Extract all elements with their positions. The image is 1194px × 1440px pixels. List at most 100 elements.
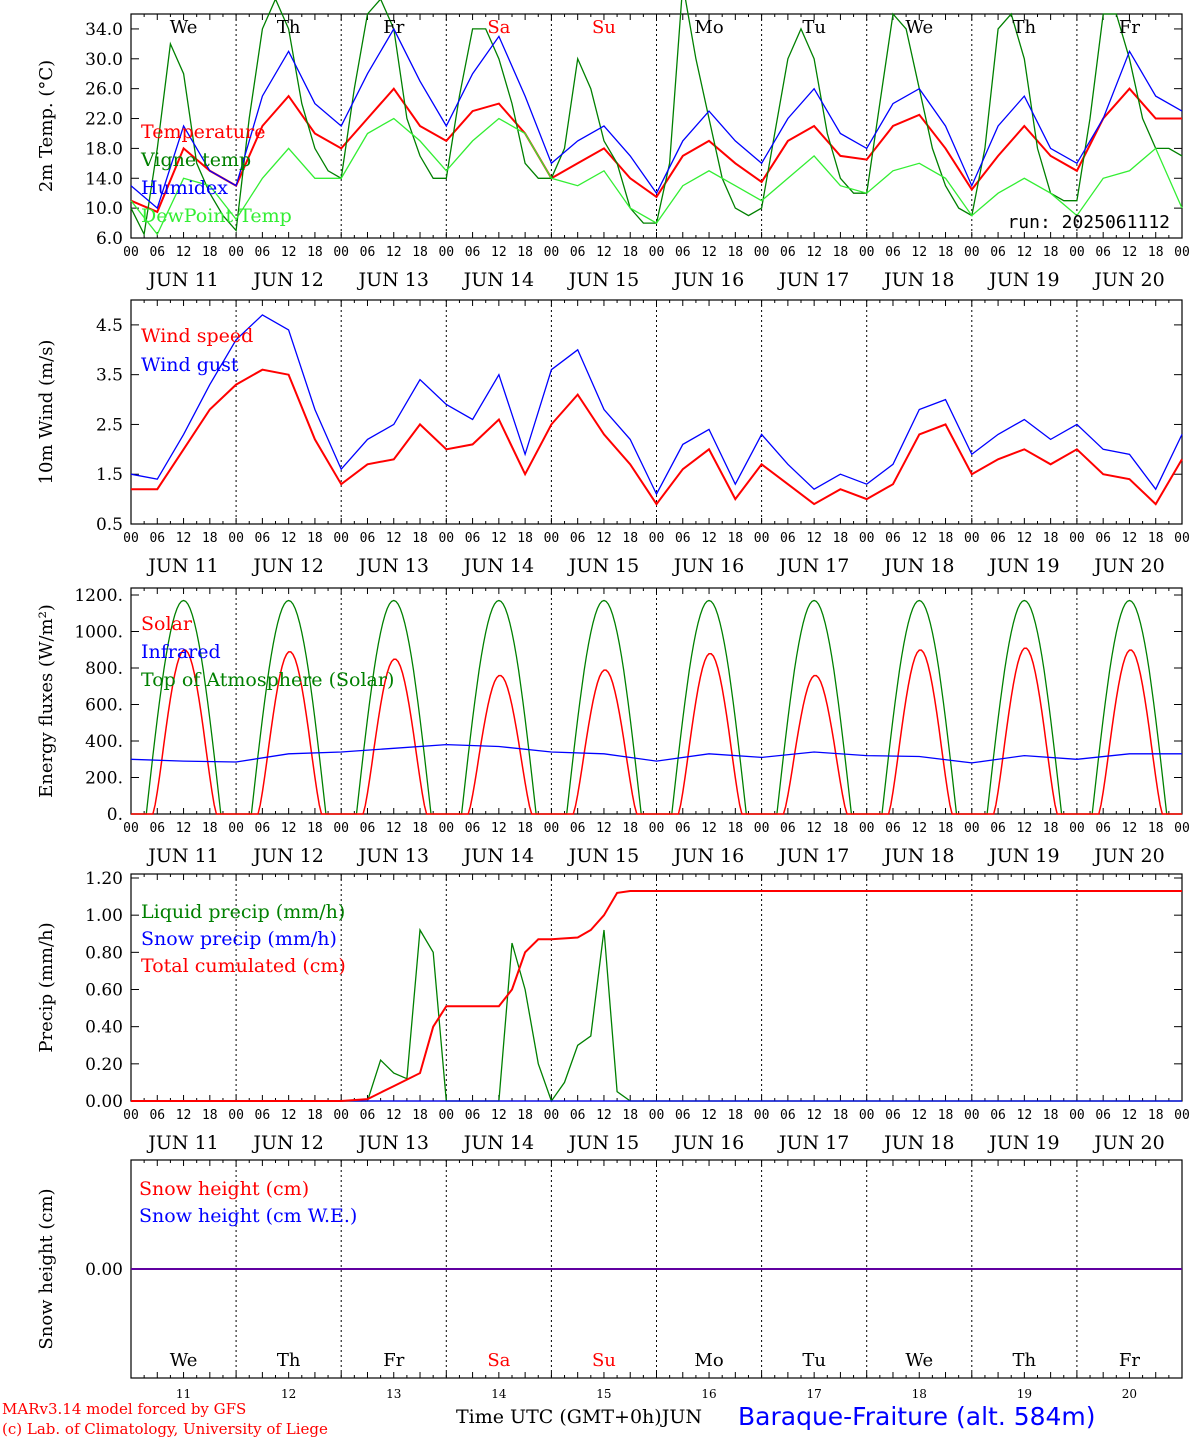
hour-tick-label: 18 xyxy=(1148,531,1164,546)
hour-tick-label: 00 xyxy=(438,1108,454,1123)
hour-tick-label: 18 xyxy=(412,821,428,836)
hour-tick-label: 00 xyxy=(1069,1108,1085,1123)
date-label: JUN 16 xyxy=(672,845,744,867)
hour-tick-label: 18 xyxy=(412,1108,428,1123)
y-tick-label: 14.0 xyxy=(85,169,123,189)
hour-tick-label: 00 xyxy=(964,245,980,260)
hour-tick-label: 00 xyxy=(649,821,665,836)
hour-tick-label: 06 xyxy=(780,245,796,260)
legend-entry: Humidex xyxy=(141,177,228,199)
legend-entry: Snow height (cm W.E.) xyxy=(139,1205,357,1227)
hour-tick-label: 06 xyxy=(570,245,586,260)
hour-tick-label: 12 xyxy=(1017,821,1033,836)
hour-tick-label: 12 xyxy=(1122,245,1138,260)
hour-tick-label: 06 xyxy=(149,1108,165,1123)
hour-tick-label: 18 xyxy=(307,245,323,260)
hour-tick-label: 12 xyxy=(596,245,612,260)
date-label: JUN 12 xyxy=(251,1132,323,1154)
hour-tick-label: 12 xyxy=(491,821,507,836)
hour-tick-label: 00 xyxy=(1174,531,1190,546)
y-tick-label: 1.5 xyxy=(96,465,123,485)
panel-snow: 0.00 Snow height (cm) Snow height (cm) Snow… xyxy=(36,1159,1183,1379)
hour-tick-label: 12 xyxy=(1122,531,1138,546)
hour-tick-label: 12 xyxy=(281,531,297,546)
hour-tick-label: 18 xyxy=(622,245,638,260)
hour-tick-label: 06 xyxy=(465,245,481,260)
hour-tick-label: 12 xyxy=(1122,1108,1138,1123)
hour-tick-label: 00 xyxy=(123,531,139,546)
hour-tick-label: 12 xyxy=(491,1108,507,1123)
series-line-energy-toa xyxy=(131,599,1182,815)
hour-tick-label: 18 xyxy=(727,531,743,546)
y-tick-label: 1.20 xyxy=(85,869,123,889)
hour-tick-label: 12 xyxy=(806,1108,822,1123)
hour-tick-label: 00 xyxy=(1174,821,1190,836)
y-tick-label: 4.5 xyxy=(96,316,123,336)
y-tick-label: 0.5 xyxy=(96,515,123,535)
date-label: JUN 14 xyxy=(462,555,534,577)
hour-tick-label: 00 xyxy=(649,245,665,260)
hour-tick-label: 00 xyxy=(1069,245,1085,260)
hour-tick-label: 12 xyxy=(701,531,717,546)
hour-tick-label: 00 xyxy=(333,1108,349,1123)
legend-entry: Snow height (cm) xyxy=(139,1178,309,1200)
date-label: JUN 11 xyxy=(146,555,218,577)
legend-entry: Wind speed xyxy=(141,325,253,347)
panel-temperature: 6.0 10.0 14.0 18.0 22.0 26.0 30.0 34.0 2m Temp. … xyxy=(36,0,1190,291)
hour-tick-label: 12 xyxy=(281,821,297,836)
series-line-wind-0 xyxy=(131,368,1183,506)
time-axis-label: Time UTC (GMT+0h)JUN xyxy=(456,1406,702,1428)
weekday-label-bottom: Sa xyxy=(487,1350,510,1371)
hour-tick-label: 06 xyxy=(149,531,165,546)
date-label: JUN 12 xyxy=(251,269,323,291)
hour-tick-label: 06 xyxy=(675,821,691,836)
hour-tick-label: 00 xyxy=(754,821,770,836)
y-tick-label: 22.0 xyxy=(85,110,123,130)
y-tick-label: 3.5 xyxy=(96,366,123,386)
hour-tick-label: 18 xyxy=(307,821,323,836)
hour-tick-label: 06 xyxy=(360,1108,376,1123)
hour-tick-label: 18 xyxy=(622,821,638,836)
hour-tick-label: 06 xyxy=(465,531,481,546)
hour-tick-label: 18 xyxy=(202,531,218,546)
legend-entry: Total cumulated (cm) xyxy=(141,955,346,977)
hour-tick-label: 12 xyxy=(911,1108,927,1123)
hour-tick-label: 12 xyxy=(281,1108,297,1123)
hour-tick-label: 00 xyxy=(649,1108,665,1123)
hour-tick-label: 06 xyxy=(675,1108,691,1123)
date-label: JUN 11 xyxy=(146,1132,218,1154)
hour-tick-label: 00 xyxy=(964,1108,980,1123)
hour-tick-label: 18 xyxy=(833,1108,849,1123)
hour-tick-label: 12 xyxy=(806,531,822,546)
hour-tick-label: 00 xyxy=(649,531,665,546)
hour-tick-label: 18 xyxy=(307,1108,323,1123)
hour-tick-label: 06 xyxy=(885,245,901,260)
day-number-label: 18 xyxy=(912,1387,927,1401)
hour-tick-label: 00 xyxy=(754,245,770,260)
hour-tick-label: 06 xyxy=(885,821,901,836)
weekday-label-bottom: Su xyxy=(592,1350,616,1371)
date-label: JUN 16 xyxy=(672,269,744,291)
y-tick-label: 600. xyxy=(85,696,123,716)
hour-tick-label: 00 xyxy=(859,1108,875,1123)
hour-tick-label: 00 xyxy=(228,1108,244,1123)
hour-tick-label: 00 xyxy=(544,245,560,260)
series-line-precip-2 xyxy=(131,890,1182,1102)
hour-tick-label: 06 xyxy=(255,531,271,546)
date-label: JUN 18 xyxy=(882,269,954,291)
hour-tick-label: 06 xyxy=(360,821,376,836)
hour-tick-label: 06 xyxy=(570,531,586,546)
hour-tick-label: 00 xyxy=(1069,821,1085,836)
hour-tick-label: 00 xyxy=(859,821,875,836)
date-label: JUN 15 xyxy=(567,1132,639,1154)
weekday-label-bottom: Tu xyxy=(802,1350,826,1371)
date-label: JUN 20 xyxy=(1092,1132,1164,1154)
date-label: JUN 20 xyxy=(1092,269,1164,291)
series-line-energy-solar xyxy=(131,647,1182,815)
hour-tick-label: 12 xyxy=(596,821,612,836)
hour-tick-label: 00 xyxy=(438,531,454,546)
hour-tick-label: 18 xyxy=(938,821,954,836)
y-axis-label: Snow height (cm) xyxy=(36,1188,57,1349)
hour-tick-label: 06 xyxy=(255,245,271,260)
legend-entry: DewPoint Temp xyxy=(141,205,292,227)
